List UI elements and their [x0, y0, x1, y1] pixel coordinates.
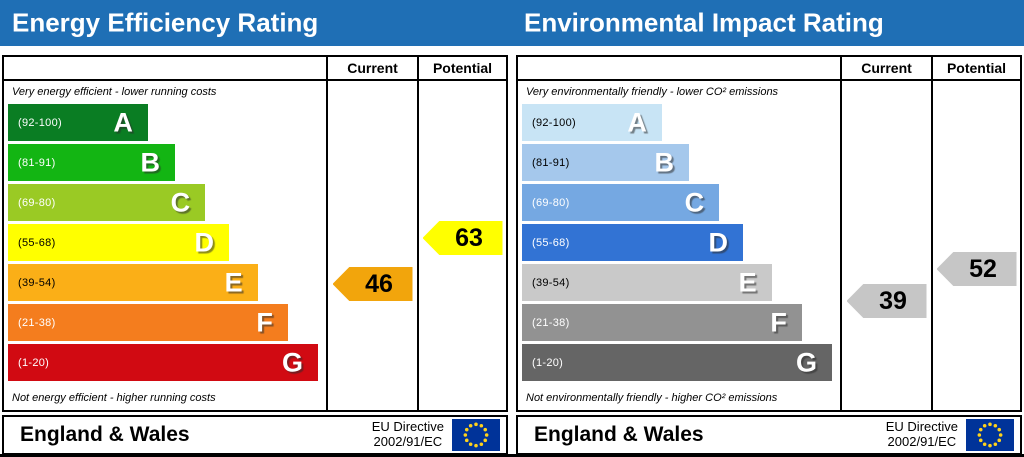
- potential-cell: 63: [417, 81, 506, 410]
- band-d: (55-68) D: [8, 224, 229, 261]
- current-column-header: Current: [326, 57, 417, 81]
- bands-area: Very environmentally friendly - lower CO…: [518, 81, 840, 410]
- bottom-border: [0, 454, 1024, 457]
- eu-directive-line2: 2002/91/EC: [373, 434, 443, 449]
- band-b: (81-91) B: [522, 144, 689, 181]
- eu-directive-line1: EU Directive: [885, 419, 958, 435]
- potential-column-header: Potential: [931, 57, 1020, 81]
- bands: (92-100) A (81-91) B (69-80) C (55-68) D (39-54)…: [522, 104, 840, 381]
- energy-rating-panel: Current Potential Very energy efficient …: [2, 55, 508, 412]
- environmental-rating-title: Environmental Impact Rating: [524, 7, 884, 38]
- region-label: England & Wales: [534, 423, 704, 446]
- band-range-label: (69-80): [18, 196, 56, 209]
- band-a: (92-100) A: [8, 104, 148, 141]
- band-b: (81-91) B: [8, 144, 175, 181]
- band-letter: G: [282, 347, 304, 377]
- band-letter: E: [738, 267, 757, 297]
- band-letter: F: [770, 307, 787, 337]
- band-range-label: (81-91): [18, 156, 56, 169]
- band-range-label: (69-80): [532, 196, 570, 209]
- band-range-label: (1-20): [18, 356, 50, 369]
- band-a: (92-100) A: [522, 104, 662, 141]
- band-range-label: (39-54): [532, 276, 570, 289]
- band-letter: E: [224, 267, 243, 297]
- current-arrow: 46: [332, 267, 413, 301]
- band-e: (39-54) E: [8, 264, 258, 301]
- bands: (92-100) A (81-91) B (69-80) C (55-68) D (39-54)…: [8, 104, 326, 381]
- band-letter: D: [708, 227, 729, 257]
- eu-flag-icon: [966, 419, 1014, 451]
- potential-arrow: 52: [936, 252, 1017, 286]
- potential-column-header: Potential: [417, 57, 506, 81]
- band-letter: A: [627, 107, 647, 137]
- band-letter: C: [684, 187, 705, 217]
- band-range-label: (39-54): [18, 276, 56, 289]
- band-range-label: (92-100): [532, 116, 576, 129]
- top-caption: Very energy efficient - lower running co…: [12, 86, 217, 98]
- eu-directive-label: EU Directive 2002/91/EC: [885, 419, 958, 450]
- band-c: (69-80) C: [8, 184, 206, 221]
- band-f: (21-38) F: [8, 304, 288, 341]
- current-column-header: Current: [840, 57, 931, 81]
- region-label: England & Wales: [20, 423, 190, 446]
- potential-arrow: 63: [422, 221, 503, 255]
- band-letter: A: [113, 107, 133, 137]
- band-range-label: (1-20): [532, 356, 564, 369]
- band-letter: F: [256, 307, 273, 337]
- band-f: (21-38) F: [522, 304, 802, 341]
- eu-directive-label: EU Directive 2002/91/EC: [371, 419, 444, 450]
- chart-header-spacer: [4, 57, 326, 81]
- footer-left: England & Wales EU Directive 2002/91/EC: [2, 415, 508, 455]
- chart-header-spacer: [518, 57, 840, 81]
- band-g: (1-20) G: [8, 344, 319, 381]
- current-cell: 46: [326, 81, 417, 410]
- band-c: (69-80) C: [522, 184, 720, 221]
- band-d: (55-68) D: [522, 224, 743, 261]
- current-cell: 39: [840, 81, 931, 410]
- band-g: (1-20) G: [522, 344, 833, 381]
- bottom-caption: Not environmentally friendly - higher CO…: [526, 392, 778, 404]
- band-letter: C: [170, 187, 191, 217]
- energy-rating-title: Energy Efficiency Rating: [12, 7, 319, 38]
- environmental-rating-panel: Current Potential Very environmentally f…: [516, 55, 1022, 412]
- eu-directive-line1: EU Directive: [371, 419, 444, 435]
- band-range-label: (92-100): [18, 116, 62, 129]
- band-letter: B: [654, 147, 674, 177]
- band-range-label: (21-38): [532, 316, 570, 329]
- bottom-caption: Not energy efficient - higher running co…: [12, 392, 216, 404]
- band-range-label: (55-68): [18, 236, 56, 249]
- band-letter: B: [140, 147, 160, 177]
- eu-flag-icon: [452, 419, 500, 451]
- header-band: Energy Efficiency Rating Environmental I…: [0, 0, 1024, 46]
- top-caption: Very environmentally friendly - lower CO…: [526, 86, 779, 98]
- potential-cell: 52: [931, 81, 1020, 410]
- eu-directive-line2: 2002/91/EC: [887, 434, 957, 449]
- band-letter: D: [194, 227, 215, 257]
- band-range-label: (81-91): [532, 156, 570, 169]
- band-range-label: (21-38): [18, 316, 56, 329]
- band-letter: G: [796, 347, 818, 377]
- current-arrow: 39: [846, 284, 927, 318]
- footer-right: England & Wales EU Directive 2002/91/EC: [516, 415, 1022, 455]
- band-range-label: (55-68): [532, 236, 570, 249]
- band-e: (39-54) E: [522, 264, 772, 301]
- bands-area: Very energy efficient - lower running co…: [4, 81, 326, 410]
